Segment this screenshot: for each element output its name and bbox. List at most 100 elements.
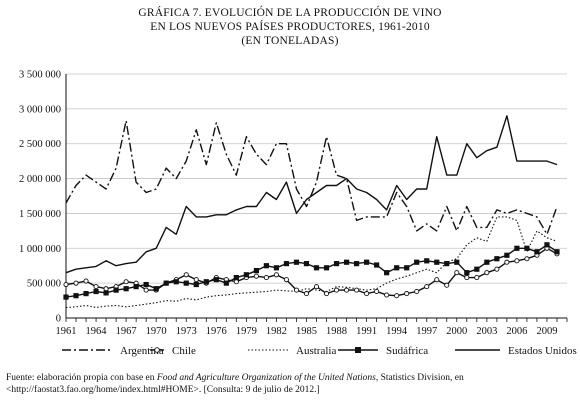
x-tick-label: 2009 [536, 326, 557, 337]
data-point-sudáfrica [333, 261, 340, 267]
data-point-sudáfrica [93, 288, 99, 295]
series-line-australia [65, 216, 558, 309]
x-tick-label: 1997 [416, 326, 437, 337]
series-line-chile [65, 247, 558, 297]
data-point-chile [514, 258, 520, 264]
y-tick-label: 0 [56, 314, 61, 325]
data-point-chile [484, 270, 490, 276]
y-tick-label: 1 500 000 [19, 209, 61, 220]
x-tick-label: 1985 [296, 326, 317, 337]
x-tick-label: 1991 [356, 326, 377, 337]
data-point-sudáfrica [504, 252, 510, 258]
data-point-sudáfrica [394, 265, 400, 271]
data-point-chile [63, 281, 69, 288]
data-point-chile [444, 282, 450, 288]
series-line-estados-unidos [65, 115, 558, 274]
data-point-sudáfrica [524, 245, 530, 251]
x-tick-label: 2000 [446, 326, 467, 337]
data-point-sudáfrica [103, 290, 109, 296]
data-point-sudáfrica [544, 242, 550, 248]
chart-title-line-2: EN LOS NUEVOS PAÍSES PRODUCTORES, 1961-2… [150, 21, 430, 33]
data-point-chile [474, 275, 480, 281]
data-point-chile [183, 272, 189, 278]
data-point-sudáfrica [253, 267, 259, 274]
data-point-sudáfrica [474, 266, 480, 272]
data-point-chile [404, 291, 410, 297]
data-point-chile [273, 272, 279, 278]
data-point-chile [464, 275, 470, 281]
data-point-sudáfrica [404, 265, 410, 271]
source-suffix: , Statistics Division, en <http://faosta… [6, 373, 464, 395]
data-point-sudáfrica [454, 259, 460, 265]
data-point-chile [283, 277, 289, 283]
data-point-sudáfrica [283, 261, 290, 267]
data-point-sudáfrica [133, 284, 139, 290]
x-tick-label: 1973 [176, 326, 197, 337]
y-tick-label: 2 000 000 [19, 174, 61, 185]
data-point-chile [123, 279, 129, 285]
chart-title-line-3: (EN TONELADAS) [241, 35, 339, 47]
data-point-sudáfrica [414, 259, 420, 265]
data-point-sudáfrica [494, 256, 500, 262]
y-tick-label: 500 000 [27, 279, 61, 290]
data-point-sudáfrica [273, 265, 280, 271]
x-tick-label: 2003 [476, 326, 497, 337]
data-point-sudáfrica [173, 279, 179, 285]
data-point-chile [73, 280, 79, 286]
legend-label-estados-unidos: Estados Unidos [508, 345, 577, 357]
data-point-chile [83, 278, 89, 284]
data-point-chile [424, 284, 430, 290]
data-point-chile [333, 287, 340, 293]
data-point-sudáfrica [554, 249, 560, 255]
data-point-chile [364, 291, 370, 297]
data-point-sudáfrica [343, 259, 350, 265]
x-tick-label: 1967 [116, 326, 137, 337]
data-point-sudáfrica [223, 280, 229, 286]
data-point-chile [454, 270, 460, 276]
data-point-chile [524, 256, 530, 262]
data-point-chile [414, 288, 420, 295]
x-tick-label: 1964 [86, 326, 108, 337]
data-point-sudáfrica [444, 261, 450, 267]
data-point-sudáfrica [313, 265, 320, 271]
data-point-sudáfrica [323, 265, 330, 271]
source-prefix: Fuente: elaboración propia con base en [6, 373, 157, 383]
x-tick-label: 1961 [56, 326, 77, 337]
data-point-sudáfrica [203, 279, 209, 285]
data-point-sudáfrica [63, 294, 69, 300]
data-point-chile [374, 288, 380, 295]
data-point-chile [263, 275, 269, 281]
data-point-sudáfrica [193, 281, 199, 288]
data-point-sudáfrica [163, 280, 169, 286]
legend-marker-sudáfrica [355, 347, 361, 353]
y-tick-label: 3 000 000 [19, 104, 61, 115]
data-point-sudáfrica [374, 262, 380, 268]
data-point-sudáfrica [364, 259, 370, 265]
data-point-chile [303, 291, 310, 297]
data-point-sudáfrica [153, 286, 159, 292]
data-point-sudáfrica [263, 263, 269, 269]
x-tick-label: 1982 [266, 326, 287, 337]
data-point-chile [233, 279, 239, 285]
x-tick-label: 1976 [206, 326, 227, 337]
data-point-sudáfrica [464, 270, 470, 276]
y-tick-label: 3 500 000 [19, 70, 61, 81]
data-point-chile [494, 266, 500, 272]
source-italic: Food and Agriculture Organization of the… [156, 373, 376, 383]
data-point-sudáfrica [123, 286, 129, 292]
data-point-sudáfrica [534, 249, 540, 255]
legend-label-sudáfrica: Sudáfrica [386, 345, 428, 357]
data-point-chile [193, 277, 199, 283]
data-point-sudáfrica [233, 274, 239, 281]
data-point-sudáfrica [143, 281, 149, 288]
data-point-chile [253, 273, 259, 279]
x-tick-label: 2006 [506, 326, 527, 337]
x-tick-label: 1970 [146, 326, 167, 337]
chart-title-line-1: GRÁFICA 7. EVOLUCIÓN DE LA PRODUCCIÓN DE… [138, 7, 442, 19]
data-point-sudáfrica [113, 287, 119, 293]
data-point-chile [384, 292, 390, 298]
data-point-chile [143, 287, 149, 293]
y-tick-label: 1 000 000 [19, 244, 61, 255]
data-point-sudáfrica [384, 270, 390, 276]
legend-label-chile: Chile [172, 345, 196, 357]
